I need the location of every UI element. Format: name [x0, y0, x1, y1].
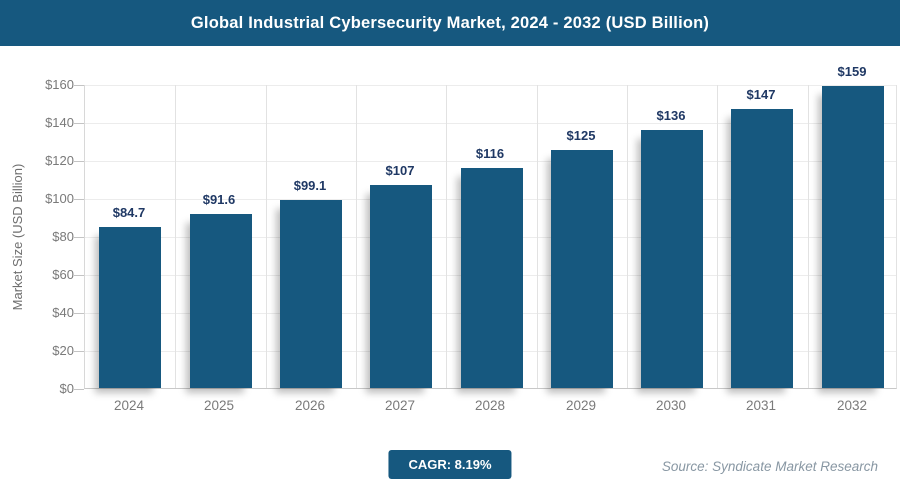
cagr-badge: CAGR: 8.19%	[388, 450, 512, 479]
vertical-gridline	[537, 85, 538, 388]
x-axis-tick-label: 2028	[474, 398, 506, 413]
vertical-gridline	[627, 85, 628, 388]
plot-area	[84, 85, 897, 389]
vertical-gridline	[446, 85, 447, 388]
y-axis-tick-mark	[74, 123, 84, 124]
bar-2028	[461, 168, 523, 388]
vertical-gridline	[356, 85, 357, 388]
y-axis-tick-label: $0	[59, 381, 74, 396]
y-axis-tick-label: $40	[52, 305, 74, 320]
y-axis-tick-mark	[74, 275, 84, 276]
bar-2026	[280, 200, 342, 388]
horizontal-gridline	[85, 85, 896, 86]
bar-value-label: $159	[837, 64, 867, 79]
x-axis-tick-label: 2030	[655, 398, 687, 413]
x-axis-tick-label: 2026	[294, 398, 326, 413]
y-axis-tick-label: $60	[52, 267, 74, 282]
y-axis-tick-label: $80	[52, 229, 74, 244]
horizontal-gridline	[85, 123, 896, 124]
x-axis-tick-label: 2032	[836, 398, 868, 413]
bar-value-label: $107	[385, 163, 415, 178]
horizontal-gridline	[85, 161, 896, 162]
bar-value-label: $116	[475, 146, 505, 161]
vertical-gridline	[808, 85, 809, 388]
bar-2024	[99, 227, 161, 388]
bar-value-label: $99.1	[293, 178, 327, 193]
bar-value-label: $136	[656, 108, 686, 123]
bar-2029	[551, 150, 613, 388]
x-axis-tick-label: 2024	[113, 398, 145, 413]
y-axis-tick-label: $160	[45, 77, 74, 92]
y-axis-tick-label: $20	[52, 343, 74, 358]
vertical-gridline	[266, 85, 267, 388]
y-axis-tick-mark	[74, 161, 84, 162]
y-axis-tick-mark	[74, 237, 84, 238]
source-attribution: Source: Syndicate Market Research	[661, 459, 878, 474]
bar-2032	[822, 86, 884, 388]
bar-value-label: $91.6	[202, 192, 236, 207]
y-axis-tick-mark	[74, 85, 84, 86]
y-axis-tick-mark	[74, 199, 84, 200]
chart-title: Global Industrial Cybersecurity Market, …	[190, 13, 710, 32]
bar-2031	[731, 109, 793, 388]
bar-value-label: $84.7	[112, 205, 146, 220]
vertical-gridline	[175, 85, 176, 388]
x-axis-tick-label: 2029	[565, 398, 597, 413]
y-axis-tick-mark	[74, 389, 84, 390]
bar-2025	[190, 214, 252, 388]
y-axis-tick-label: $120	[45, 153, 74, 168]
y-axis-tick-mark	[74, 351, 84, 352]
vertical-gridline	[717, 85, 718, 388]
y-axis-tick-label: $100	[45, 191, 74, 206]
bar-2027	[370, 185, 432, 388]
x-axis-tick-label: 2027	[384, 398, 416, 413]
chart-title-bar: Global Industrial Cybersecurity Market, …	[0, 0, 900, 46]
bar-2030	[641, 130, 703, 388]
x-axis-tick-label: 2031	[745, 398, 777, 413]
y-axis-tick-mark	[74, 313, 84, 314]
y-axis-tick-label: $140	[45, 115, 74, 130]
bar-value-label: $125	[566, 128, 596, 143]
bar-value-label: $147	[746, 87, 776, 102]
x-axis-tick-label: 2025	[203, 398, 235, 413]
